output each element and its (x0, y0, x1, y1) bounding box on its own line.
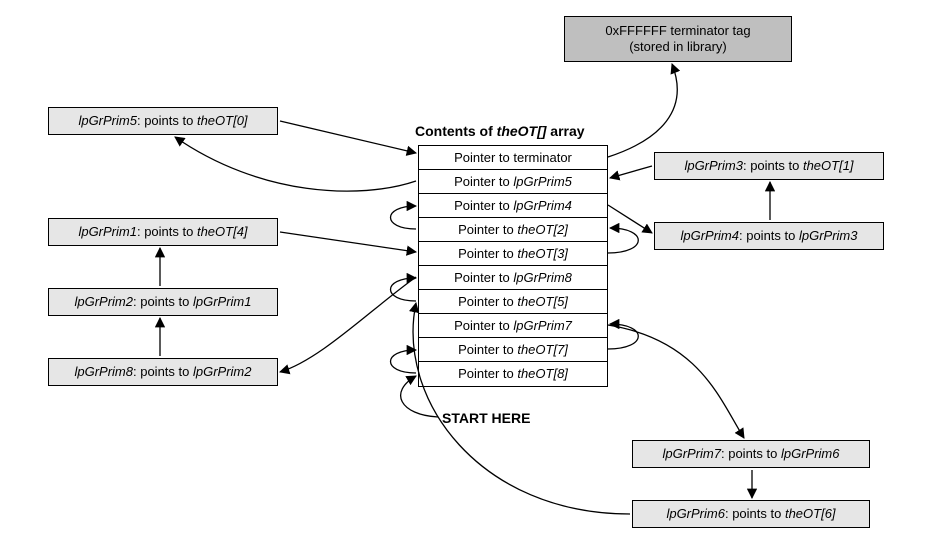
prim8-label: lpGrPrim8: points to lpGrPrim2 (74, 364, 251, 380)
arrow-cell3-to-cell2-loop (391, 206, 417, 229)
terminator-text: 0xFFFFFF terminator tag (stored in libra… (605, 23, 750, 56)
theot-array: Pointer to terminator Pointer to lpGrPri… (418, 145, 608, 387)
prim1-label: lpGrPrim1: points to theOT[4] (78, 224, 247, 240)
prim5-box: lpGrPrim5: points to theOT[0] (48, 107, 278, 135)
prim5-label: lpGrPrim5: points to theOT[0] (78, 113, 247, 129)
arrow-p3-to-cell1 (610, 166, 652, 178)
array-cell-5: Pointer to lpGrPrim8 (419, 266, 607, 290)
prim6-box: lpGrPrim6: points to theOT[6] (632, 500, 870, 528)
array-cell-1: Pointer to lpGrPrim5 (419, 170, 607, 194)
array-title: Contents of theOT[] array (415, 123, 585, 139)
arrow-cell7-to-p7 (608, 325, 744, 438)
prim7-box: lpGrPrim7: points to lpGrPrim6 (632, 440, 870, 468)
prim3-label: lpGrPrim3: points to theOT[1] (684, 158, 853, 174)
prim3-box: lpGrPrim3: points to theOT[1] (654, 152, 884, 180)
prim6-label: lpGrPrim6: points to theOT[6] (666, 506, 835, 522)
array-cell-2: Pointer to lpGrPrim4 (419, 194, 607, 218)
arrow-cell0-to-term (608, 64, 677, 157)
prim4-label: lpGrPrim4: points to lpGrPrim3 (680, 228, 857, 244)
prim2-label: lpGrPrim2: points to lpGrPrim1 (74, 294, 251, 310)
start-here-label: START HERE (442, 410, 530, 426)
arrow-cell5-to-p8 (280, 277, 416, 372)
prim8-box: lpGrPrim8: points to lpGrPrim2 (48, 358, 278, 386)
arrow-p5-to-cell0 (280, 121, 416, 153)
array-cell-0: Pointer to terminator (419, 146, 607, 170)
array-cell-7: Pointer to lpGrPrim7 (419, 314, 607, 338)
arrow-cell2-to-p4 (608, 205, 652, 233)
array-cell-6: Pointer to theOT[5] (419, 290, 607, 314)
prim4-box: lpGrPrim4: points to lpGrPrim3 (654, 222, 884, 250)
arrow-cell9-to-cell8-loop (391, 350, 417, 373)
terminator-box: 0xFFFFFF terminator tag (stored in libra… (564, 16, 792, 62)
prim7-label: lpGrPrim7: points to lpGrPrim6 (662, 446, 839, 462)
arrow-p1-to-cell4 (280, 232, 416, 252)
prim2-box: lpGrPrim2: points to lpGrPrim1 (48, 288, 278, 316)
arrow-cell6-to-cell5-loop (391, 278, 417, 301)
prim1-box: lpGrPrim1: points to theOT[4] (48, 218, 278, 246)
arrow-cell8-to-cell7 (608, 324, 638, 349)
array-cell-8: Pointer to theOT[7] (419, 338, 607, 362)
arrow-cell4-to-cell3 (608, 228, 638, 253)
arrow-cell1-to-p5 (175, 137, 416, 191)
array-cell-4: Pointer to theOT[3] (419, 242, 607, 266)
array-cell-9: Pointer to theOT[8] (419, 362, 607, 386)
array-cell-3: Pointer to theOT[2] (419, 218, 607, 242)
